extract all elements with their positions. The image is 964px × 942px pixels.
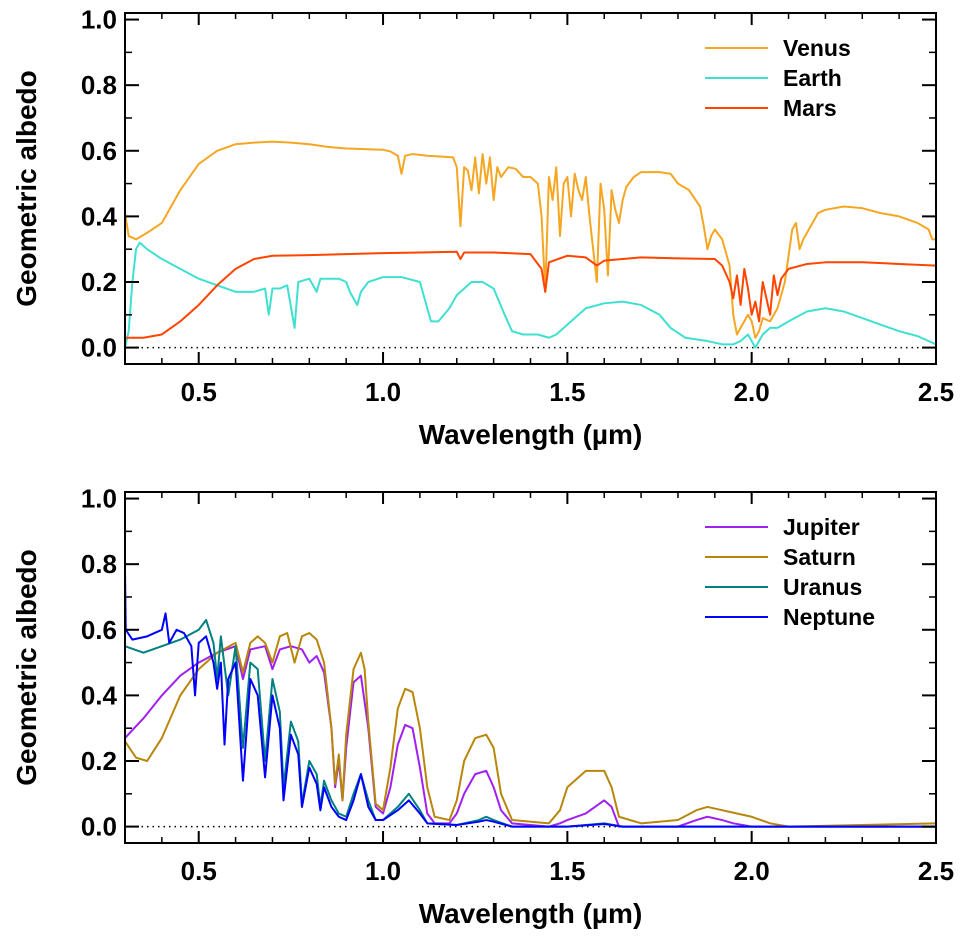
y-tick-label: 0.6 [81, 136, 117, 166]
y-tick-label: 0.2 [81, 267, 117, 297]
y-axis-label: Geometric albedo [11, 70, 42, 307]
x-tick-label: 0.5 [181, 377, 217, 407]
y-tick-label: 0.0 [81, 333, 117, 363]
legend-label-jupiter: Jupiter [783, 514, 860, 540]
y-tick-label: 0.4 [81, 201, 118, 231]
legend-label-venus: Venus [783, 35, 851, 61]
series-line-earth [125, 241, 936, 349]
x-tick-label: 2.5 [918, 856, 954, 886]
series-line-venus [125, 140, 936, 339]
x-tick-label: 0.5 [181, 856, 217, 886]
y-tick-label: 0.0 [81, 812, 117, 842]
legend-label-uranus: Uranus [783, 574, 862, 600]
y-tick-label: 1.0 [81, 5, 117, 35]
y-tick-label: 1.0 [81, 484, 117, 514]
x-tick-label: 1.5 [549, 856, 585, 886]
series-line-neptune [125, 570, 936, 828]
y-tick-label: 0.6 [81, 615, 117, 645]
y-tick-label: 0.8 [81, 70, 117, 100]
x-tick-label: 2.5 [918, 377, 954, 407]
x-tick-label: 1.5 [549, 377, 585, 407]
y-axis-label: Geometric albedo [11, 549, 42, 786]
series-line-saturn [125, 632, 936, 828]
y-tick-label: 0.8 [81, 549, 117, 579]
x-tick-label: 2.0 [734, 856, 770, 886]
legend-label-mars: Mars [783, 95, 837, 121]
series-line-jupiter [125, 645, 936, 828]
legend-label-saturn: Saturn [783, 544, 856, 570]
legend: Jupiter Saturn Uranus Neptune [705, 514, 875, 630]
x-tick-label: 1.0 [365, 377, 401, 407]
legend-label-neptune: Neptune [783, 604, 875, 630]
chart-panel-bottom: 0.5 1.0 1.5 2.0 2.5 0.0 0.2 0.4 0.6 0.8 1.0 Wavelen… [11, 484, 954, 929]
x-tick-label: 2.0 [734, 377, 770, 407]
legend-label-earth: Earth [783, 65, 842, 91]
y-tick-label: 0.4 [81, 680, 118, 710]
chart-panel-top: 0.5 1.0 1.5 2.0 2.5 0.0 0.2 0.4 0.6 0.8 1.0 Wavelen… [11, 5, 954, 450]
series-line-mars [125, 250, 936, 339]
x-axis-label: Wavelength (µm) [419, 419, 643, 450]
x-tick-label: 1.0 [365, 856, 401, 886]
x-axis-label: Wavelength (µm) [419, 898, 643, 929]
y-tick-label: 0.2 [81, 746, 117, 776]
legend: Venus Earth Mars [705, 35, 851, 121]
